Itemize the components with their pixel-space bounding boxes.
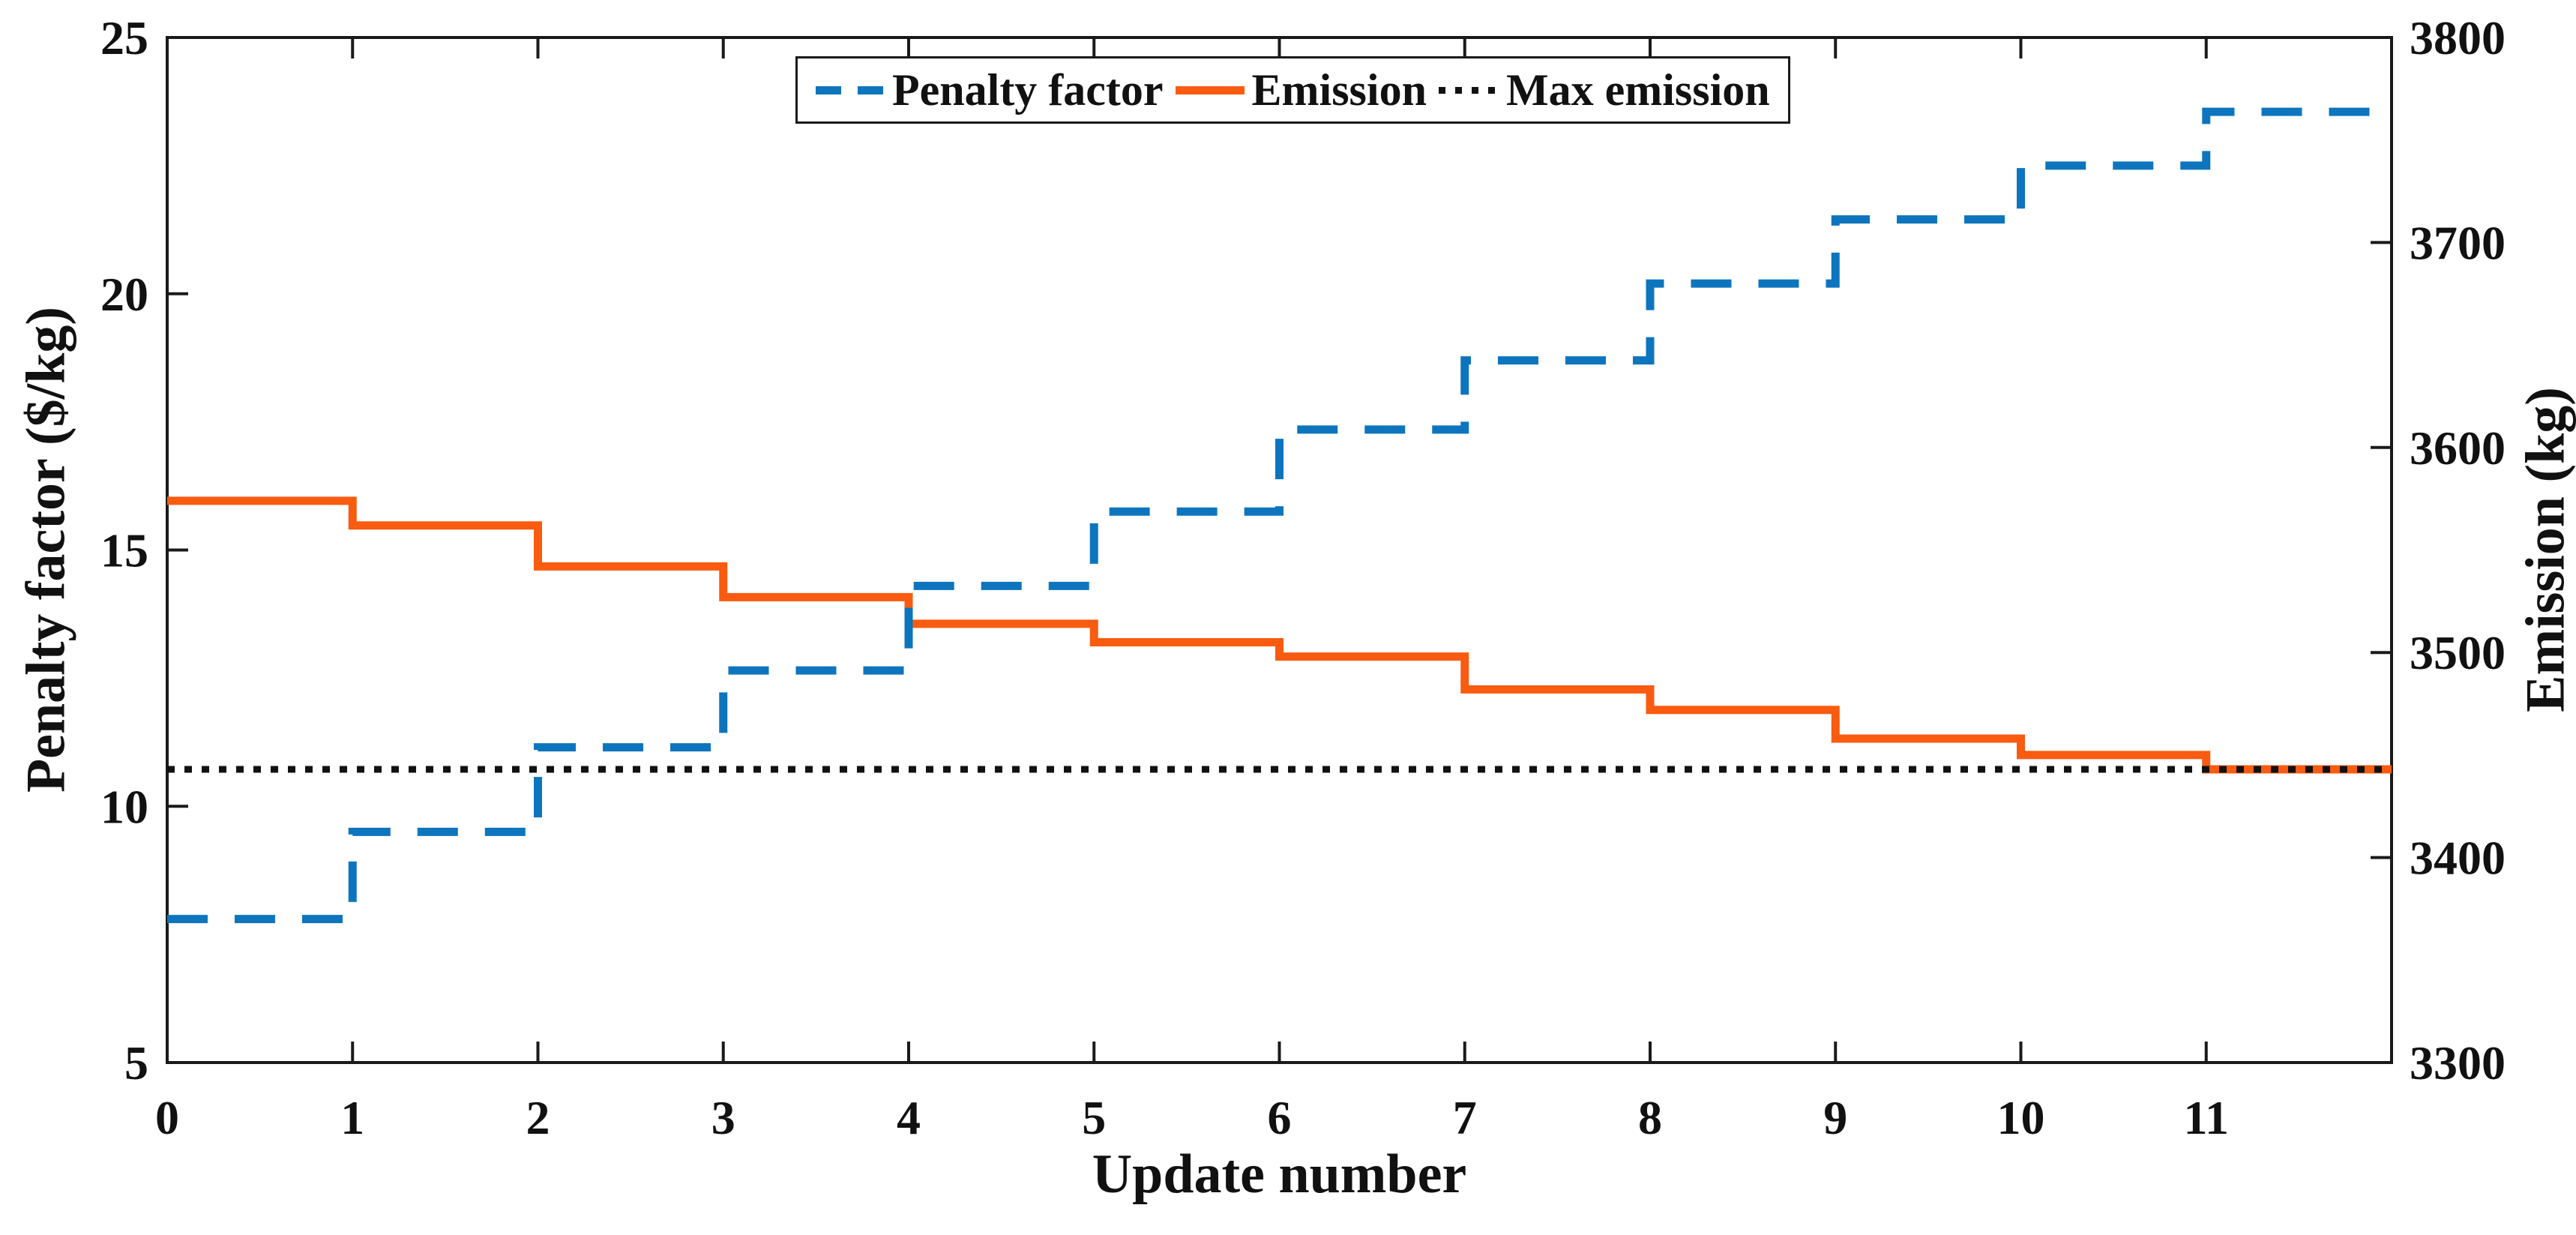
left-y-tick-label: 5 bbox=[124, 1036, 148, 1090]
penalty-factor-line bbox=[167, 107, 2392, 924]
x-tick-label: 11 bbox=[2184, 1091, 2229, 1144]
right-y-tick-label: 3300 bbox=[2410, 1036, 2506, 1090]
dashed-line-swatch-icon bbox=[816, 85, 885, 94]
left-y-tick-label: 20 bbox=[100, 268, 148, 321]
x-tick-label: 6 bbox=[1268, 1091, 1292, 1144]
x-axis-label: Update number bbox=[1092, 1144, 1467, 1205]
legend-item-penalty-factor: Penalty factor bbox=[816, 64, 1164, 116]
x-tick-label: 1 bbox=[340, 1091, 364, 1144]
x-tick-label: 10 bbox=[1997, 1091, 2045, 1144]
legend-label: Emission bbox=[1251, 64, 1427, 115]
plot-box bbox=[166, 36, 2393, 1064]
x-tick-label: 7 bbox=[1453, 1091, 1477, 1144]
dotted-line-swatch-icon bbox=[1438, 86, 1499, 94]
right-y-axis-ticks: 3300 3400 3500 3600 3700 3800 bbox=[2371, 11, 2506, 1090]
emission-line bbox=[167, 496, 2392, 774]
right-y-tick-label: 3600 bbox=[2410, 421, 2506, 475]
legend: Penalty factor Emission Max emission bbox=[795, 56, 1790, 124]
x-tick-label: 0 bbox=[155, 1091, 179, 1144]
legend-item-max-emission: Max emission bbox=[1438, 64, 1770, 116]
x-tick-label: 3 bbox=[711, 1091, 735, 1144]
solid-line-swatch-icon bbox=[1175, 85, 1245, 94]
left-y-axis-ticks: 5 10 15 20 25 bbox=[100, 11, 188, 1090]
x-tick-label: 4 bbox=[897, 1091, 921, 1144]
legend-label: Max emission bbox=[1505, 64, 1770, 115]
left-y-tick-label: 10 bbox=[100, 780, 148, 833]
x-tick-label: 8 bbox=[1638, 1091, 1662, 1144]
x-tick-label: 2 bbox=[526, 1091, 550, 1144]
right-y-tick-label: 3400 bbox=[2410, 832, 2506, 885]
right-y-tick-label: 3500 bbox=[2410, 626, 2506, 679]
left-y-tick-label: 25 bbox=[100, 11, 148, 64]
legend-label: Penalty factor bbox=[892, 64, 1164, 115]
legend-item-emission: Emission bbox=[1175, 64, 1427, 116]
left-y-tick-label: 15 bbox=[100, 524, 148, 577]
left-y-axis-label: Penalty factor ($/kg) bbox=[15, 306, 77, 793]
right-y-tick-label: 3700 bbox=[2410, 216, 2506, 269]
right-y-tick-label: 3800 bbox=[2410, 11, 2506, 64]
x-axis-ticks: 0 1 2 3 4 5 6 7 8 9 10 11 bbox=[155, 39, 2229, 1144]
x-tick-label: 5 bbox=[1082, 1091, 1106, 1144]
right-y-axis-label: Emission (kg) bbox=[2515, 387, 2576, 712]
x-tick-label: 9 bbox=[1823, 1091, 1847, 1144]
